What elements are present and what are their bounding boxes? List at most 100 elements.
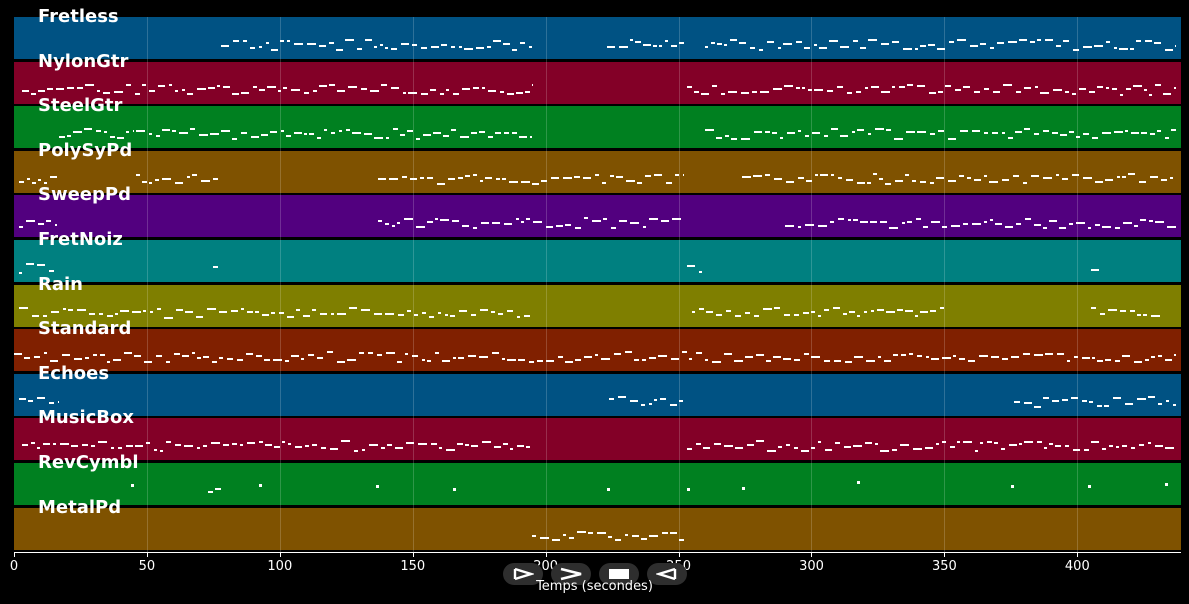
note [868, 39, 878, 42]
note [438, 446, 442, 449]
note [840, 135, 849, 138]
note [374, 312, 383, 315]
note [461, 87, 470, 90]
note [136, 129, 146, 132]
note [611, 226, 617, 229]
note [1013, 401, 1020, 404]
note [423, 134, 432, 137]
note [515, 91, 523, 94]
note [595, 353, 598, 356]
note [753, 175, 763, 178]
note [879, 178, 884, 181]
track-revcymbl[interactable] [14, 463, 1181, 505]
note [142, 181, 148, 184]
note [512, 48, 518, 51]
play-button[interactable] [503, 563, 543, 585]
note [1023, 440, 1033, 443]
track-sweeppd[interactable] [14, 195, 1181, 238]
note [46, 87, 53, 90]
track-musicbox[interactable] [14, 418, 1181, 461]
note [1105, 359, 1111, 362]
note [77, 309, 87, 312]
note [878, 356, 881, 359]
note [303, 92, 309, 95]
note [294, 42, 304, 45]
playback-controls [503, 563, 687, 587]
note [804, 47, 811, 50]
note [393, 128, 399, 131]
note [608, 536, 613, 538]
note [352, 131, 362, 134]
rewind-button[interactable] [647, 563, 687, 585]
note [540, 537, 550, 540]
note [1037, 39, 1042, 42]
track-standard[interactable] [14, 329, 1181, 372]
note [141, 83, 146, 86]
time-axis-label: Temps (secondes) [536, 579, 653, 594]
note [820, 174, 829, 177]
track-metalpd[interactable] [14, 507, 1181, 550]
x-tick [944, 552, 946, 557]
note [187, 176, 191, 179]
track-fretnoiz[interactable] [14, 240, 1181, 282]
track-steelgtr[interactable] [14, 106, 1181, 149]
note [1148, 219, 1153, 222]
track-name-label: SweepPd [38, 184, 131, 206]
fast-forward-button[interactable] [551, 563, 591, 585]
x-tick-label: 50 [138, 559, 156, 574]
note [398, 314, 405, 317]
note [174, 444, 181, 447]
note [852, 218, 858, 221]
note [1108, 445, 1113, 448]
note [183, 445, 193, 448]
note [502, 358, 505, 361]
note [959, 358, 965, 361]
note [481, 86, 485, 89]
note [1170, 176, 1174, 179]
note [149, 133, 153, 136]
note [683, 174, 684, 177]
note [532, 534, 537, 537]
note [734, 360, 743, 363]
note [149, 181, 153, 184]
note [259, 46, 263, 49]
note [30, 92, 36, 95]
track-echoes[interactable] [14, 373, 1181, 416]
track-polysypd[interactable] [14, 150, 1181, 193]
track-nylongtr[interactable] [14, 61, 1181, 104]
note [807, 89, 812, 92]
stop-button[interactable] [599, 563, 639, 585]
note [157, 84, 165, 87]
note [997, 41, 1005, 44]
track-rain[interactable] [14, 284, 1181, 327]
note [1094, 223, 1100, 226]
note [324, 128, 328, 131]
note [962, 441, 972, 444]
note [1031, 175, 1040, 178]
note [924, 446, 933, 449]
note [377, 354, 382, 357]
note [866, 359, 875, 362]
note [670, 403, 678, 406]
note [401, 42, 410, 45]
note [1087, 227, 1091, 230]
note [766, 359, 771, 362]
note [279, 311, 285, 314]
note [504, 222, 513, 225]
note [725, 310, 731, 313]
note [212, 360, 217, 363]
note [365, 39, 373, 42]
note [202, 445, 207, 447]
note [196, 447, 200, 450]
note [468, 355, 476, 358]
note [1092, 357, 1095, 360]
note [891, 86, 895, 89]
note [1154, 220, 1164, 223]
note [734, 314, 741, 317]
note [675, 173, 680, 176]
note [445, 313, 449, 316]
note [328, 84, 335, 87]
note [880, 90, 890, 93]
track-fretless[interactable] [14, 17, 1181, 59]
note [427, 221, 434, 224]
